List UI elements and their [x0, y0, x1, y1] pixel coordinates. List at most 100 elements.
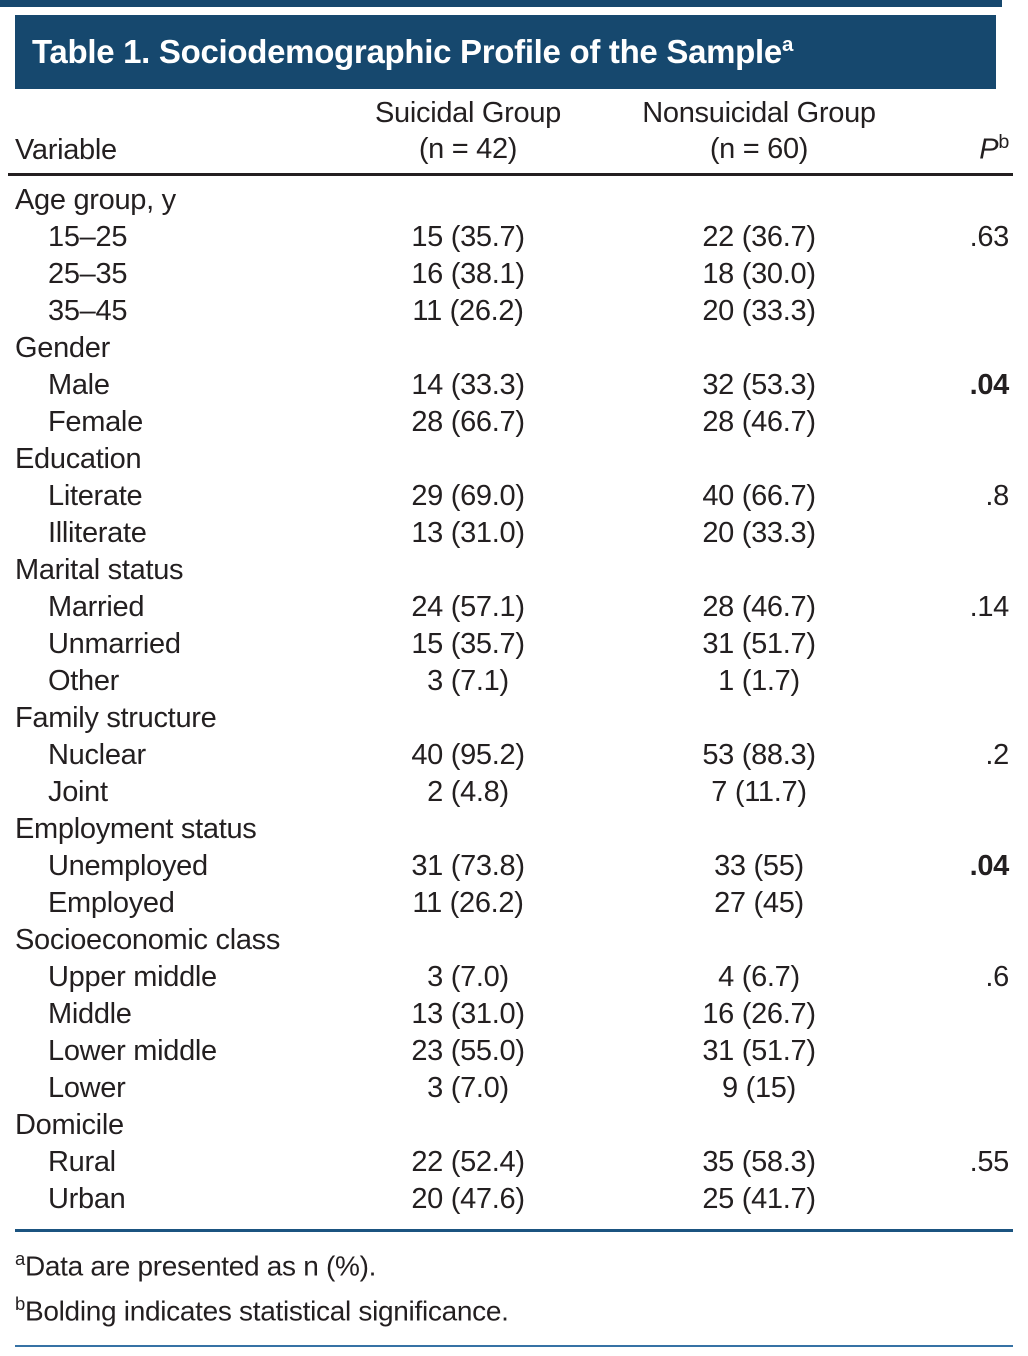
table-row: 35–45 11 (26.2) 20 (33.3)	[8, 293, 1013, 330]
table-row: Married 24 (57.1) 28 (46.7) .14	[8, 589, 1013, 626]
p-value	[915, 175, 1013, 220]
p-value	[915, 922, 1013, 959]
row-label: Family structure	[15, 702, 217, 734]
row-label: Nuclear	[48, 739, 146, 771]
suicidal-group-value	[333, 552, 603, 589]
table-row: Employed 11 (26.2) 27 (45)	[8, 885, 1013, 922]
row-label: Urban	[48, 1183, 126, 1215]
table-row: Literate 29 (69.0) 40 (66.7) .8	[8, 478, 1013, 515]
row-label: Lower	[48, 1072, 126, 1104]
nonsuicidal-group-n: (n = 60)	[709, 133, 809, 165]
p-value: .04	[969, 850, 1010, 882]
nonsuicidal-group-value	[603, 175, 915, 220]
table-body: Age group, y 15–25 15 (35.7) 22 (36.7) .63 25…	[8, 175, 1013, 1219]
nonsuicidal-group-value	[603, 1107, 915, 1144]
p-value	[915, 330, 1013, 367]
p-value	[915, 1070, 1013, 1107]
footnote-b: bBolding indicates statistical significa…	[15, 1285, 1013, 1330]
p-value: .2	[985, 739, 1009, 771]
row-label: Education	[15, 443, 142, 475]
suicidal-group-value: 2 (4.8)	[427, 776, 509, 808]
row-label: Female	[48, 406, 143, 438]
suicidal-group-value	[333, 1107, 603, 1144]
nonsuicidal-group-value: 27 (45)	[714, 887, 804, 919]
p-value	[915, 293, 1013, 330]
suicidal-group-value: 13 (31.0)	[411, 998, 525, 1030]
nonsuicidal-group-value: 31 (51.7)	[702, 628, 816, 660]
p-value	[915, 515, 1013, 552]
nonsuicidal-group-value	[603, 811, 915, 848]
nonsuicidal-group-value: 32 (53.3)	[702, 369, 816, 401]
category-row: Gender	[8, 330, 1013, 367]
suicidal-group-value: 15 (35.7)	[411, 221, 525, 253]
suicidal-group-value	[333, 811, 603, 848]
category-row: Marital status	[8, 552, 1013, 589]
p-value	[915, 811, 1013, 848]
row-label: Middle	[48, 998, 132, 1030]
nonsuicidal-group-value: 35 (58.3)	[702, 1146, 816, 1178]
nonsuicidal-group-value: 18 (30.0)	[702, 258, 816, 290]
nonsuicidal-group-value: 9 (15)	[722, 1072, 796, 1104]
table-row: Nuclear 40 (95.2) 53 (88.3) .2	[8, 737, 1013, 774]
p-value	[915, 404, 1013, 441]
p-value	[915, 1107, 1013, 1144]
p-value	[915, 441, 1013, 478]
nonsuicidal-group-value: 16 (26.7)	[702, 998, 816, 1030]
category-row: Family structure	[8, 700, 1013, 737]
suicidal-group-value	[333, 700, 603, 737]
table-row: Illiterate 13 (31.0) 20 (33.3)	[8, 515, 1013, 552]
header-row: Variable Suicidal Group (n = 42) Nonsuic…	[8, 95, 1013, 176]
footnotes-block: aData are presented as n (%). bBolding i…	[15, 1229, 1013, 1347]
p-value-label: P	[979, 134, 999, 166]
nonsuicidal-group-value: 7 (11.7)	[711, 776, 807, 808]
nonsuicidal-group-value: 28 (46.7)	[702, 591, 816, 623]
row-label: Other	[48, 665, 120, 697]
nonsuicidal-group-value: 28 (46.7)	[702, 406, 816, 438]
row-label: Unemployed	[48, 850, 208, 882]
table-row: Lower middle 23 (55.0) 31 (51.7)	[8, 1033, 1013, 1070]
suicidal-group-value: 3 (7.1)	[427, 665, 509, 697]
nonsuicidal-group-label: Nonsuicidal Group	[642, 97, 876, 129]
table-title: Table 1. Sociodemographic Profile of the…	[32, 33, 793, 71]
row-label: 25–35	[48, 258, 128, 290]
nonsuicidal-group-value: 33 (55)	[714, 850, 804, 882]
nonsuicidal-group-value: 31 (51.7)	[702, 1035, 816, 1067]
suicidal-group-value: 11 (26.2)	[412, 887, 524, 919]
p-value	[915, 996, 1013, 1033]
footnote-b-text: Bolding indicates statistical significan…	[24, 1295, 509, 1327]
column-header-nonsuicidal-group: Nonsuicidal Group (n = 60)	[603, 95, 915, 176]
table-container: Variable Suicidal Group (n = 42) Nonsuic…	[8, 95, 1013, 1218]
p-value: .55	[969, 1146, 1010, 1178]
sociodemographic-table: Variable Suicidal Group (n = 42) Nonsuic…	[8, 95, 1013, 1218]
footnote-a-text: Data are presented as n (%).	[24, 1250, 377, 1282]
p-value: .04	[969, 369, 1010, 401]
column-header-variable: Variable	[8, 95, 333, 176]
row-label: Domicile	[15, 1109, 124, 1141]
suicidal-group-value	[333, 330, 603, 367]
row-label: Marital status	[15, 554, 184, 586]
nonsuicidal-group-value	[603, 330, 915, 367]
table-title-superscript: a	[781, 33, 794, 56]
row-label: Unmarried	[48, 628, 181, 660]
nonsuicidal-group-value	[603, 441, 915, 478]
category-row: Education	[8, 441, 1013, 478]
table-title-text: Table 1. Sociodemographic Profile of the…	[32, 33, 782, 70]
row-label: 15–25	[48, 221, 128, 253]
table-row: Joint 2 (4.8) 7 (11.7)	[8, 774, 1013, 811]
suicidal-group-value	[333, 922, 603, 959]
p-value	[915, 885, 1013, 922]
footnote-a-marker: a	[15, 1248, 25, 1269]
p-value	[915, 552, 1013, 589]
suicidal-group-value: 24 (57.1)	[411, 591, 525, 623]
table-row: Unemployed 31 (73.8) 33 (55) .04	[8, 848, 1013, 885]
suicidal-group-n: (n = 42)	[418, 133, 518, 165]
p-value: .6	[985, 961, 1009, 993]
suicidal-group-value: 3 (7.0)	[427, 961, 509, 993]
column-header-suicidal-group: Suicidal Group (n = 42)	[333, 95, 603, 176]
nonsuicidal-group-value: 4 (6.7)	[718, 961, 800, 993]
nonsuicidal-group-value: 20 (33.3)	[702, 295, 816, 327]
row-label: Age group, y	[15, 184, 176, 216]
suicidal-group-value: 20 (47.6)	[411, 1183, 525, 1215]
row-label: Male	[48, 369, 110, 401]
table-row: Lower 3 (7.0) 9 (15)	[8, 1070, 1013, 1107]
